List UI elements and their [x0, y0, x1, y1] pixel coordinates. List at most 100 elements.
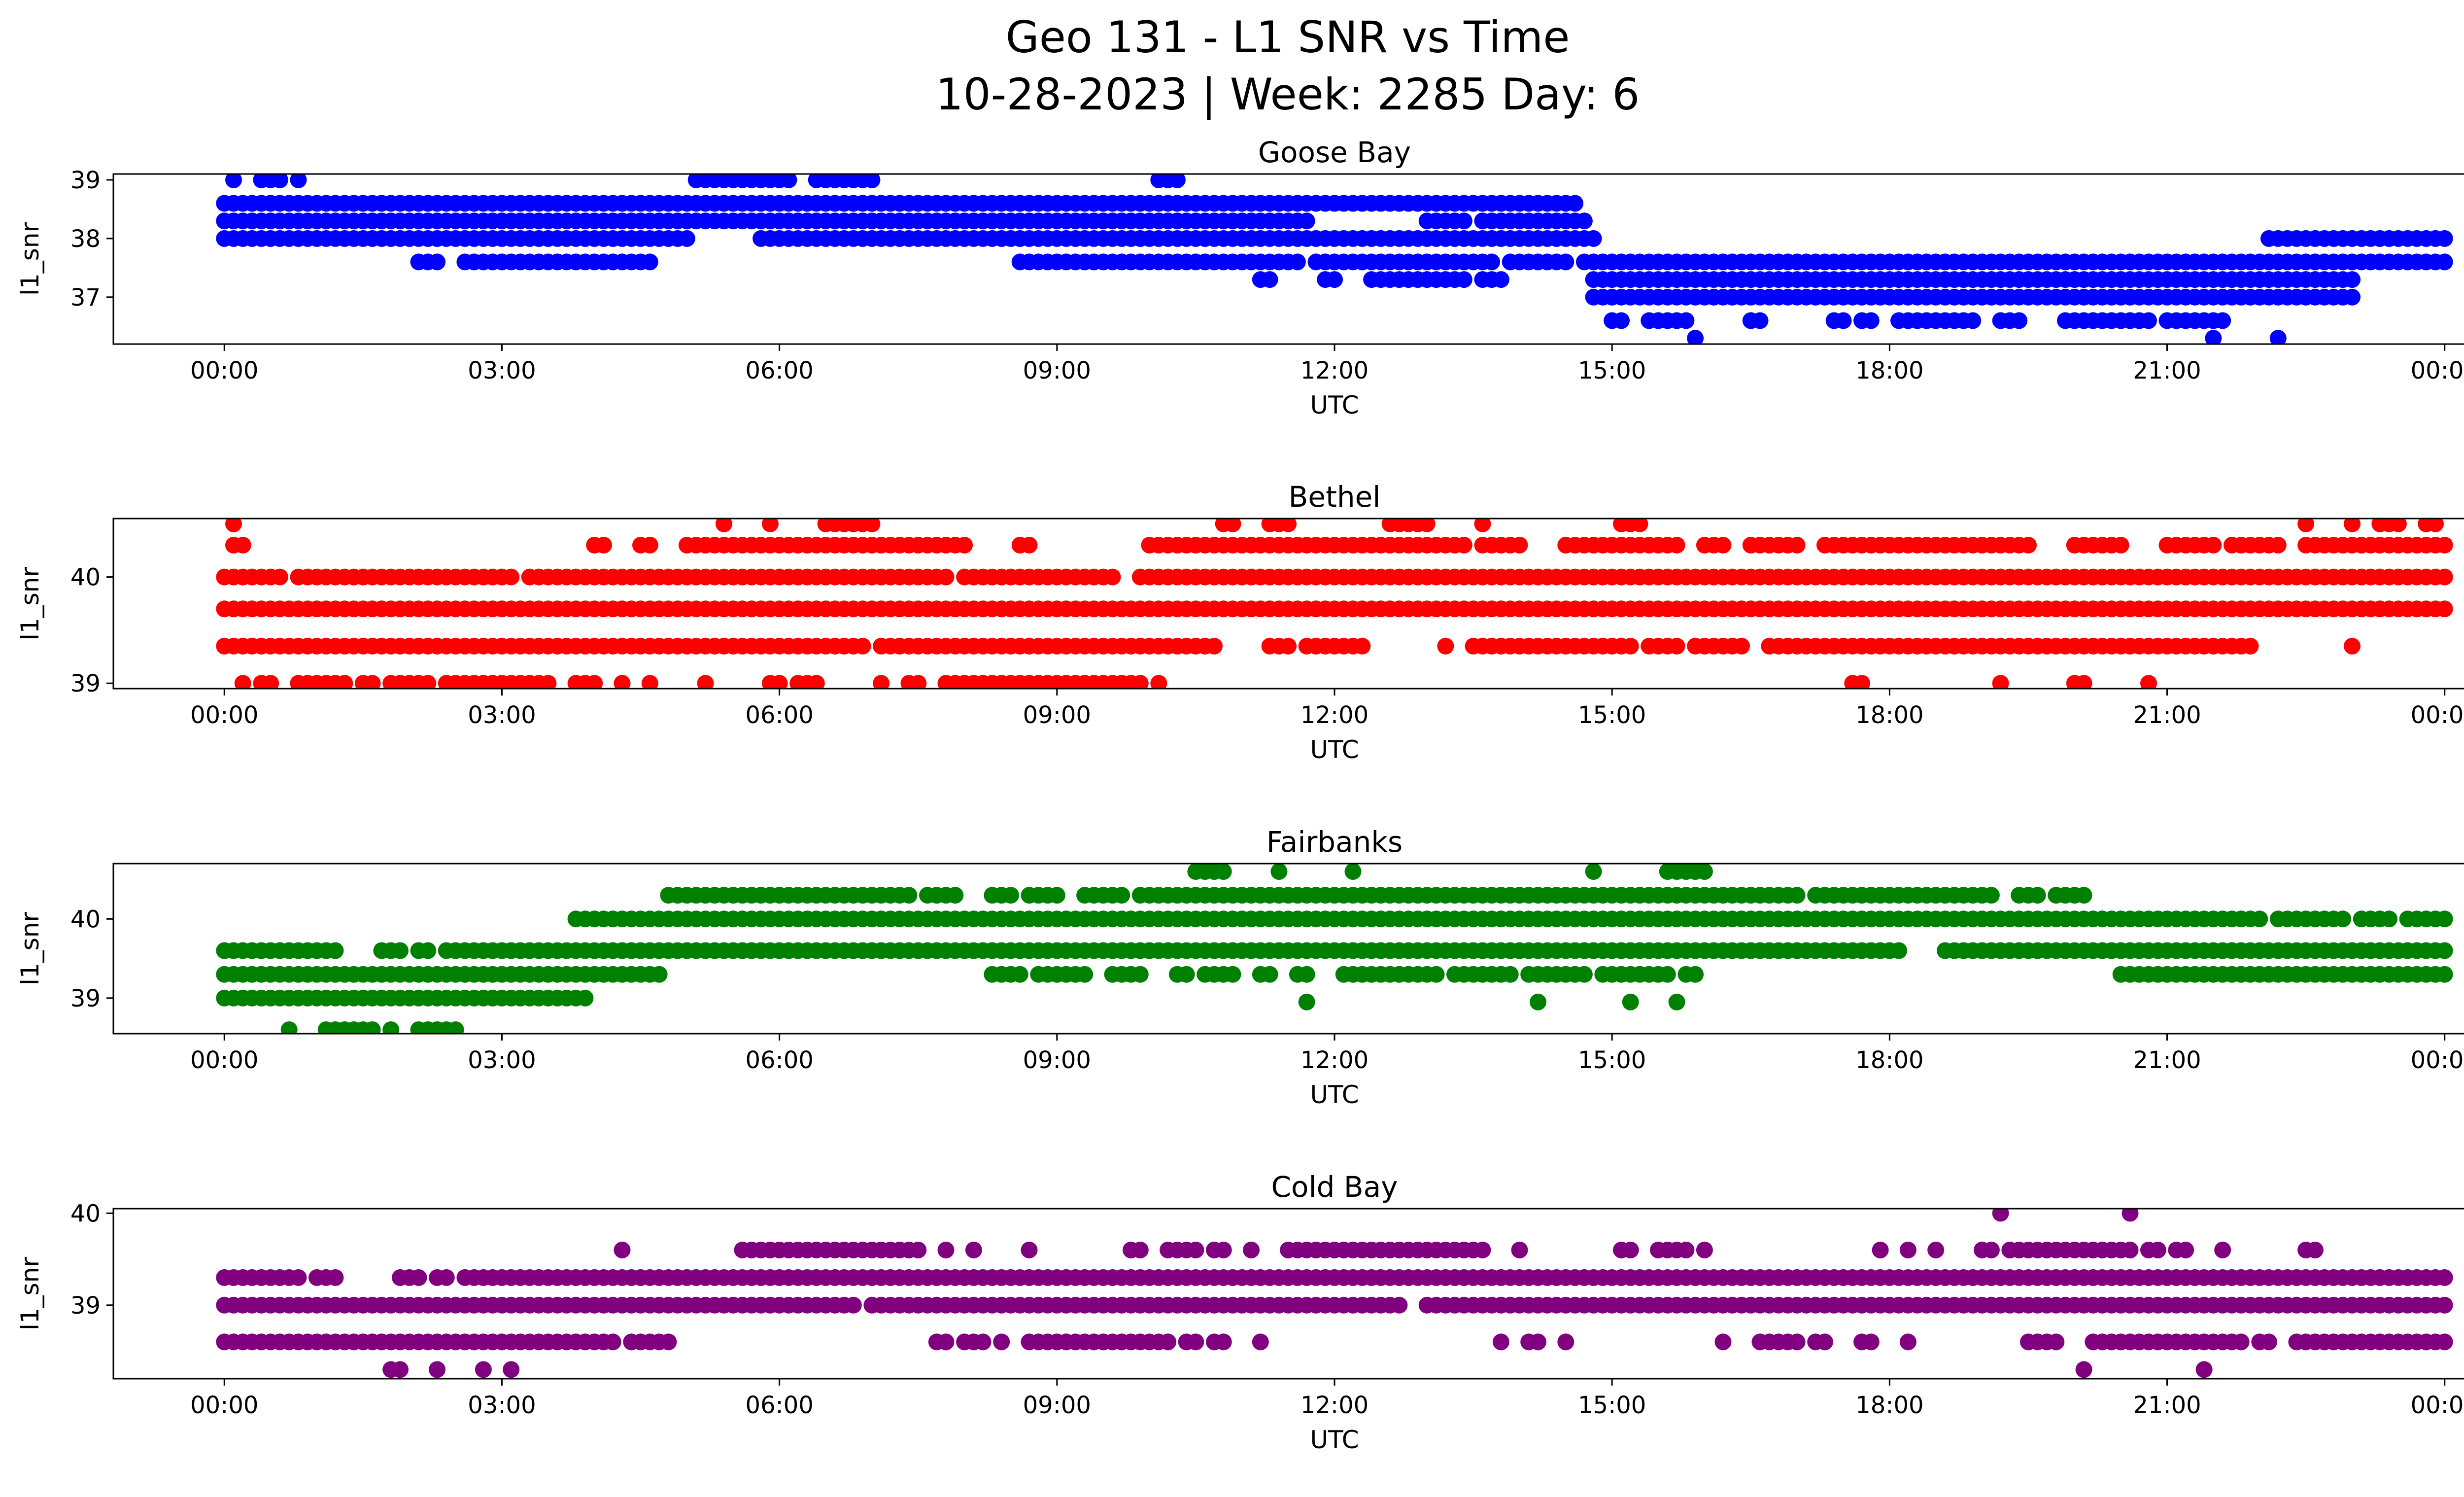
data-point	[1696, 864, 1713, 880]
data-point	[2075, 1361, 2092, 1378]
data-point	[1677, 312, 1695, 329]
x-tick-label: 00:00	[190, 1392, 258, 1419]
data-point	[1983, 887, 2000, 904]
data-point	[234, 536, 251, 554]
x-tick-label: 21:00	[2133, 701, 2201, 729]
data-point	[2075, 887, 2092, 904]
data-point	[290, 1269, 307, 1286]
data-point	[1788, 536, 1806, 554]
data-point	[1021, 536, 1038, 554]
data-point	[2251, 910, 2268, 928]
scatter-points	[216, 174, 2453, 344]
x-tick-label: 00:00	[2411, 1392, 2464, 1419]
x-tick-label: 03:00	[468, 357, 536, 384]
data-point	[1687, 966, 1704, 983]
data-point	[1557, 253, 1574, 271]
data-point	[974, 1333, 992, 1351]
x-tick-label: 00:00	[190, 1046, 258, 1074]
x-tick-label: 18:00	[1855, 357, 1923, 384]
data-point	[2214, 1241, 2231, 1258]
data-point	[1344, 864, 1362, 880]
data-point	[1492, 1333, 1509, 1351]
data-point	[1187, 1241, 1204, 1258]
data-point	[1289, 253, 1306, 271]
panel-goose-bay: Goose Bay 00:00 03:00 06:00 09:00 12:00 15:00 1…	[16, 136, 2464, 419]
data-point	[2436, 253, 2453, 271]
data-point	[2140, 675, 2157, 689]
x-tick-label: 00:00	[190, 357, 258, 384]
data-point	[1011, 966, 1028, 983]
data-point	[716, 519, 732, 532]
x-tick-label: 12:00	[1300, 1046, 1369, 1074]
data-point	[290, 174, 307, 188]
data-point	[910, 675, 927, 689]
x-tick-label: 06:00	[745, 701, 813, 729]
x-tick-label: 00:00	[2411, 701, 2464, 729]
data-point	[1668, 637, 1685, 655]
data-point	[808, 675, 825, 689]
data-point	[2436, 230, 2453, 247]
data-point	[1696, 1241, 1713, 1258]
data-point	[475, 1361, 492, 1378]
data-point	[2306, 1241, 2324, 1258]
data-point	[1224, 519, 1241, 532]
data-point	[937, 1241, 955, 1258]
data-point	[2381, 910, 2398, 928]
data-point	[863, 519, 881, 532]
y-tick-label: 39	[70, 670, 101, 697]
data-point	[1899, 1241, 1916, 1258]
data-point	[429, 1361, 445, 1378]
data-point	[2334, 910, 2352, 928]
data-point	[614, 675, 631, 689]
data-point	[1298, 212, 1315, 230]
data-point	[1418, 519, 1436, 532]
data-point	[697, 675, 714, 689]
data-point	[1511, 1241, 1528, 1258]
scatter-points	[216, 1209, 2453, 1378]
data-point	[1474, 519, 1491, 532]
x-tick-label: 12:00	[1300, 357, 1369, 384]
data-point	[1835, 312, 1852, 329]
x-tick-label: 09:00	[1023, 701, 1091, 729]
data-point	[1677, 1241, 1695, 1258]
x-axis-label: UTC	[1310, 735, 1359, 764]
x-tick-label: 03:00	[468, 1046, 536, 1074]
x-axis-label: UTC	[1310, 1426, 1359, 1454]
data-point	[2344, 637, 2361, 655]
data-point	[1160, 1333, 1177, 1351]
data-point	[419, 942, 437, 959]
data-point	[1668, 536, 1685, 554]
data-point	[503, 568, 520, 586]
panel-title: Cold Bay	[1271, 1170, 1398, 1204]
data-point	[900, 887, 918, 904]
x-tick-label: 09:00	[1023, 1392, 1091, 1419]
data-point	[1575, 966, 1593, 983]
x-tick-label: 21:00	[2133, 1046, 2201, 1074]
data-point	[2214, 312, 2231, 329]
x-tick-label: 09:00	[1023, 357, 1091, 384]
data-point	[1150, 675, 1167, 689]
data-point	[780, 174, 797, 188]
data-point	[854, 637, 871, 655]
data-point	[1567, 195, 1584, 212]
y-tick-label: 38	[70, 225, 101, 253]
data-point	[2242, 637, 2259, 655]
data-point	[1076, 966, 1094, 983]
data-point	[2122, 1209, 2139, 1222]
x-tick-label: 06:00	[745, 357, 813, 384]
data-point	[234, 675, 251, 689]
y-axis-label: l1_snr	[16, 222, 44, 296]
data-point	[429, 253, 445, 271]
data-point	[2344, 271, 2361, 288]
x-tick-label: 12:00	[1300, 1392, 1369, 1419]
data-point	[1862, 1333, 1880, 1351]
x-tick-label: 15:00	[1578, 1392, 1646, 1419]
data-point	[1131, 675, 1149, 689]
data-point	[1530, 1333, 1546, 1351]
data-point	[2140, 312, 2157, 329]
data-point	[540, 675, 557, 689]
data-point	[1354, 637, 1371, 655]
data-point	[1502, 966, 1519, 983]
data-point	[1021, 1241, 1038, 1258]
